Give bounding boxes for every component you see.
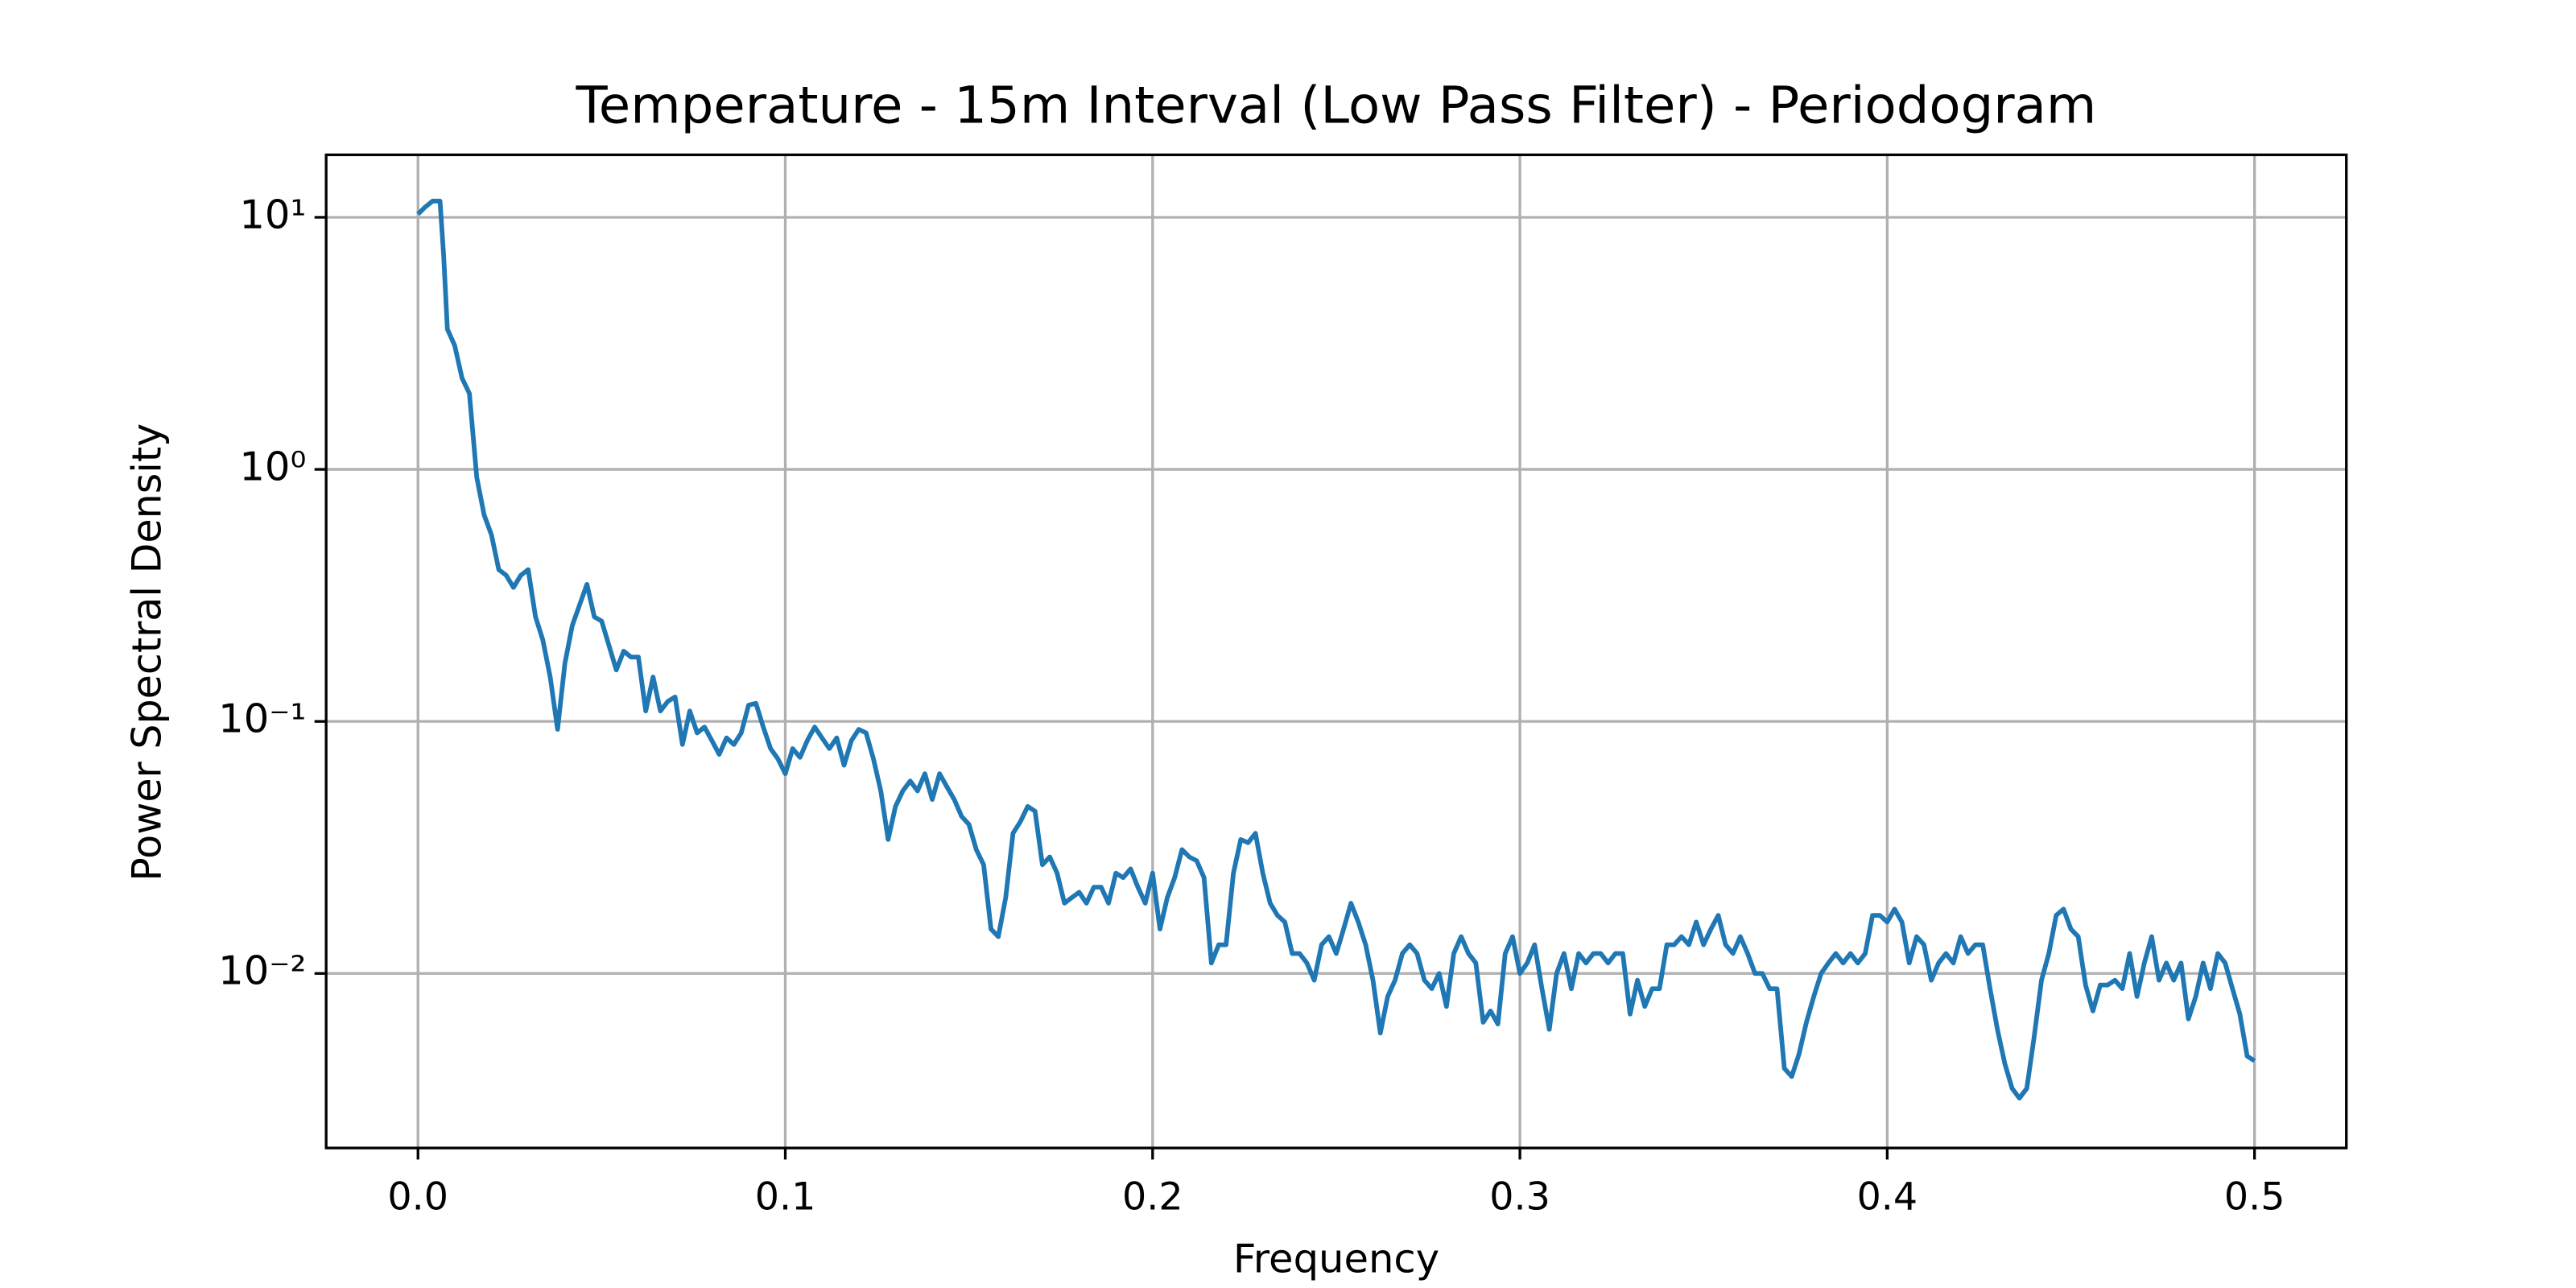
- x-tick-label: 0.4: [1857, 1175, 1918, 1220]
- y-tick-label: 10⁻²: [218, 947, 306, 994]
- y-axis-label: Power Spectral Density: [123, 423, 170, 881]
- y-tick-label: 10¹: [239, 192, 306, 238]
- plot-frame: [324, 153, 2348, 1150]
- y-tick-label: 10⁻¹: [218, 696, 306, 742]
- x-tick-label: 0.3: [1489, 1175, 1550, 1220]
- x-tick-label: 0.2: [1122, 1175, 1183, 1220]
- x-tick-label: 0.1: [755, 1175, 816, 1220]
- x-axis-label: Frequency: [1233, 1236, 1439, 1282]
- y-tick-label: 10⁰: [239, 444, 306, 490]
- chart-title: Temperature - 15m Interval (Low Pass Fil…: [576, 76, 2097, 136]
- x-tick-label: 0.5: [2224, 1175, 2285, 1220]
- x-tick-label: 0.0: [387, 1175, 448, 1220]
- data-line: [416, 198, 2256, 1101]
